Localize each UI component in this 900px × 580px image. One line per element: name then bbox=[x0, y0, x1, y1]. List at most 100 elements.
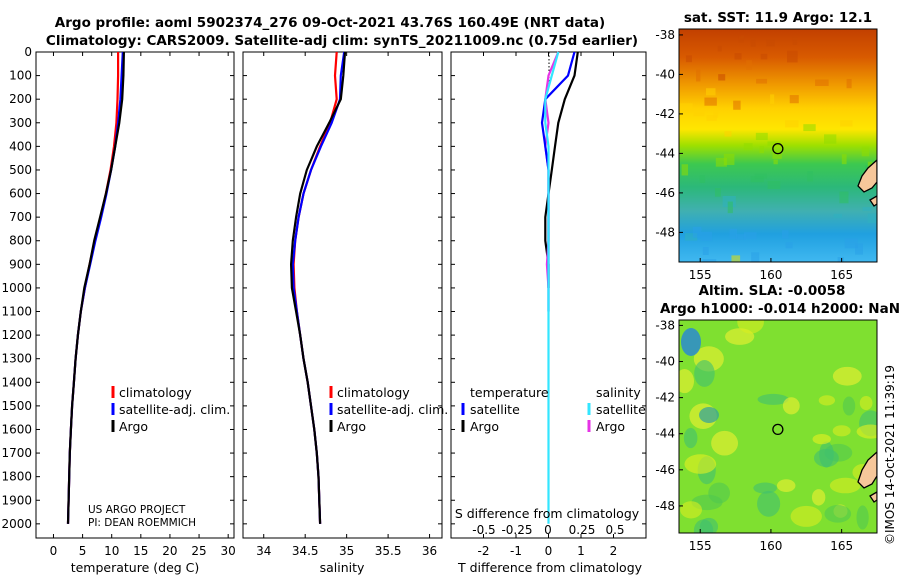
s-difference-label: S difference from climatology bbox=[455, 506, 640, 521]
sst-texture-cell bbox=[855, 243, 863, 255]
map-y-tick-label: -44 bbox=[655, 427, 675, 441]
map-y-tick-label: -38 bbox=[655, 318, 675, 332]
s-tick-label: -0.25 bbox=[501, 523, 532, 537]
salinity-lines bbox=[290, 51, 347, 524]
sst-texture-cell bbox=[685, 55, 692, 63]
sla-coastline-2 bbox=[869, 491, 877, 503]
legend-climatology-label: climatology bbox=[119, 385, 192, 400]
sla-low-blob bbox=[699, 407, 719, 423]
legend-argo-sal-label: Argo bbox=[596, 419, 625, 434]
sla-texture-blob bbox=[737, 320, 764, 334]
credit-text: US ARGO PROJECT bbox=[88, 504, 186, 516]
sla-texture-blob bbox=[790, 505, 822, 527]
sst-texture-cell bbox=[755, 132, 768, 141]
y-tick-label: 1600 bbox=[1, 422, 32, 436]
sst-texture-cell bbox=[696, 69, 701, 82]
sst-texture-cell bbox=[766, 39, 775, 47]
x-tick-label: 0 bbox=[50, 544, 58, 558]
y-tick-label: 1000 bbox=[1, 281, 32, 295]
sla-texture-blob bbox=[684, 454, 717, 474]
legend-salinity-title: salinity bbox=[596, 385, 641, 400]
map-x-tick-label: 165 bbox=[830, 268, 853, 282]
sla-texture-blob bbox=[856, 424, 877, 439]
y-tick-label: 500 bbox=[9, 163, 32, 177]
sla-texture-blob bbox=[818, 395, 836, 406]
sla-argo-marker bbox=[772, 423, 784, 436]
sst-texture-cell bbox=[833, 213, 843, 218]
y-tick-label: 2000 bbox=[1, 517, 32, 531]
legend-sat-sal-label: satellite bbox=[596, 402, 646, 417]
salinity-panel: 34 34.5 35 35.5 36 salinity climatology sate… bbox=[242, 51, 448, 575]
sst-texture-cell bbox=[803, 124, 816, 132]
sst-texture-cell bbox=[867, 161, 873, 168]
sla-map-title-line1: Altim. SLA: -0.0058 bbox=[699, 283, 846, 299]
sst-texture-cell bbox=[714, 188, 721, 197]
sst-texture-cell bbox=[759, 146, 764, 154]
y-tick-label: 0 bbox=[24, 45, 32, 59]
sst-texture-cell bbox=[729, 228, 738, 240]
sst-texture-cell bbox=[789, 95, 799, 104]
sst-texture-cell bbox=[760, 53, 768, 60]
x-tick-label: 35 bbox=[339, 544, 354, 558]
s-tick-label: 0.25 bbox=[569, 523, 596, 537]
map-y-tick-label: -42 bbox=[655, 107, 675, 121]
sla-map-title-line2: Argo h1000: -0.014 h2000: NaN bbox=[660, 301, 900, 317]
sst-texture-cell bbox=[743, 143, 753, 151]
s-tick-label: 0 bbox=[544, 523, 552, 537]
map-x-tick-label: 160 bbox=[759, 268, 782, 282]
legend-temperature-title: temperature bbox=[470, 385, 549, 400]
sla-texture-blob bbox=[856, 505, 869, 530]
sla-map-texture bbox=[679, 320, 877, 533]
sst-argo-marker bbox=[772, 143, 784, 155]
sla-texture-blob bbox=[842, 396, 856, 416]
sla-texture-blob bbox=[680, 501, 702, 519]
x-tick-label: 25 bbox=[191, 544, 206, 558]
sst-texture-cell bbox=[751, 252, 760, 262]
map-y-tick-label: -48 bbox=[655, 225, 675, 239]
salinity-ticks: 34 34.5 35 35.5 36 bbox=[243, 51, 442, 558]
sst-texture-cell bbox=[693, 108, 705, 117]
sla-texture-blob bbox=[753, 482, 778, 494]
x-tick-label: 1 bbox=[577, 544, 585, 558]
sst-coastline bbox=[857, 159, 877, 193]
sst-texture-cell bbox=[723, 153, 735, 166]
sst-texture-cell bbox=[717, 45, 722, 52]
sst-texture-cell bbox=[792, 37, 798, 45]
series-line-satellite-salinity bbox=[544, 51, 560, 524]
map-x-tick-label: 155 bbox=[689, 539, 712, 553]
sst-texture-cell bbox=[705, 88, 716, 96]
map-y-tick-label: -46 bbox=[655, 463, 675, 477]
legend-argo-label: Argo bbox=[337, 419, 366, 434]
sst-texture-cell bbox=[700, 231, 713, 242]
legend-satellite-label: satellite-adj. clim. bbox=[119, 402, 230, 417]
sst-texture-cell bbox=[699, 175, 706, 183]
sst-texture-cell bbox=[713, 108, 719, 118]
sst-texture-cell bbox=[754, 173, 767, 179]
sla-texture-blob bbox=[832, 425, 851, 437]
sla-texture-blob bbox=[824, 504, 852, 523]
x-tick-label: 2 bbox=[610, 544, 618, 558]
sst-texture-cell bbox=[787, 50, 798, 63]
y-tick-label: 1900 bbox=[1, 493, 32, 507]
sst-texture-cell bbox=[861, 146, 870, 157]
y-tick-label: 600 bbox=[9, 187, 32, 201]
sst-texture-cell bbox=[743, 232, 757, 240]
figure-title-line2: Climatology: CARS2009. Satellite-adj cli… bbox=[46, 33, 638, 49]
sla-texture-blob bbox=[782, 397, 800, 415]
y-tick-label: 300 bbox=[9, 116, 32, 130]
map-y-tick-label: -48 bbox=[655, 499, 675, 513]
sla-texture-blob bbox=[829, 477, 861, 494]
sla-texture-blob bbox=[699, 517, 719, 533]
sla-texture-blob bbox=[813, 448, 839, 468]
imos-watermark: ©IMOS 14-Oct-2021 11:39:19 bbox=[883, 365, 897, 545]
y-tick-label: 1100 bbox=[1, 305, 32, 319]
sst-map-texture bbox=[679, 35, 877, 262]
map-y-tick-label: -42 bbox=[655, 391, 675, 405]
sst-texture-cell bbox=[867, 213, 877, 224]
sst-texture-cell bbox=[767, 181, 781, 190]
sst-texture-cell bbox=[746, 60, 752, 70]
sst-texture-cell bbox=[767, 141, 781, 146]
sst-texture-cell bbox=[815, 79, 829, 86]
difference-ticks: -2 -1 0 1 2 bbox=[451, 51, 646, 558]
y-tick-label: 200 bbox=[9, 92, 32, 106]
